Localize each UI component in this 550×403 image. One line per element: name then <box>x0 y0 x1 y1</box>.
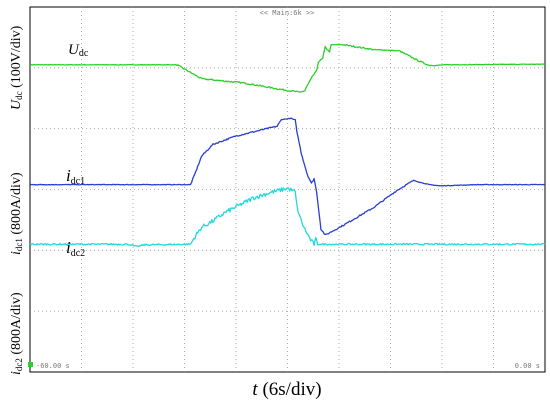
series-label-idc1: idc1 <box>66 166 85 187</box>
y-axis-label-idc2: idc2 (800A/div) <box>9 292 24 375</box>
start-time-label: -60.00 s <box>36 362 70 370</box>
top-tag: << Main:6k >> <box>260 9 315 17</box>
trace-udc <box>29 43 546 93</box>
trigger-marker <box>28 362 33 367</box>
trace-idc1 <box>29 117 546 236</box>
x-axis-label: t (6s/div) <box>252 379 321 400</box>
plot-frame <box>29 6 546 373</box>
traces <box>29 43 546 248</box>
grid <box>30 7 545 372</box>
series-label-udc: Udc <box>68 42 89 59</box>
y-axis-label-idc1: idc1 (800A/div) <box>9 172 24 255</box>
end-time-label: 0.00 s <box>515 362 540 370</box>
series-label-idc2: idc2 <box>66 238 85 259</box>
y-axis-label-udc: Udc (100V/div) <box>9 25 24 110</box>
trace-idc2 <box>29 187 546 248</box>
